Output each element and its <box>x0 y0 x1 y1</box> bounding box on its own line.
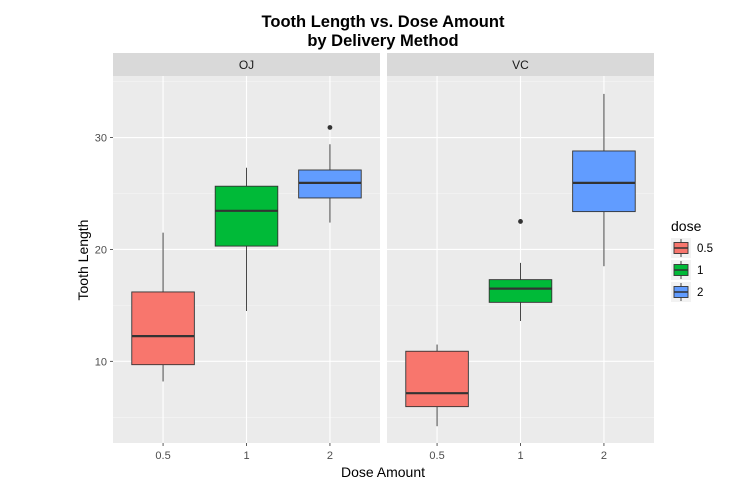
box <box>405 350 469 408</box>
facet-strip <box>113 53 380 76</box>
x-tick-label: 0.5 <box>155 450 170 462</box>
x-tick-label: 0.5 <box>429 450 444 462</box>
y-tick-label: 10 <box>95 356 107 368</box>
box <box>298 169 362 199</box>
legend-entry-label: 2 <box>697 287 703 299</box>
legend-key-2: 2 <box>671 282 703 302</box>
box <box>131 291 195 366</box>
y-tick-label: 20 <box>95 244 107 256</box>
boxplot-dose-0.5 <box>405 344 469 427</box>
legend-title: dose <box>671 218 702 234</box>
chart-title-line1: Tooth Length vs. Dose Amount <box>262 13 505 31</box>
x-axis-title: Dose Amount <box>341 464 425 480</box>
x-tick-label: 2 <box>327 450 333 462</box>
legend-entry-label: 1 <box>697 265 703 277</box>
box <box>214 185 279 247</box>
legend: dose 0.5 1 2 <box>671 218 713 302</box>
box <box>488 279 553 303</box>
facet-panels: OJ 0.5 1 2 10 20 30 VC 0.5 1 2 <box>95 53 654 462</box>
y-axis-title: Tooth Length <box>75 220 91 301</box>
boxplot-dose-0.5 <box>131 232 195 382</box>
facet-panel-vc: VC 0.5 1 2 <box>387 53 654 462</box>
boxplot-dose-1 <box>214 167 279 311</box>
legend-key-1: 1 <box>671 260 703 280</box>
facet-strip-label: VC <box>512 58 529 72</box>
boxplot-dose-1 <box>488 219 553 322</box>
x-tick-label: 2 <box>601 450 607 462</box>
facet-strip <box>387 53 654 76</box>
chart-title-line2: by Delivery Method <box>307 32 458 50</box>
box <box>572 150 636 213</box>
y-tick-label: 30 <box>95 133 107 145</box>
legend-entry-label: 0.5 <box>697 243 713 255</box>
outlier-point <box>327 125 333 130</box>
boxplot-dose-2 <box>572 93 636 267</box>
facet-panel-oj: OJ 0.5 1 2 10 20 30 <box>95 53 380 462</box>
boxplot-dose-2 <box>298 125 362 223</box>
legend-key-0.5: 0.5 <box>671 238 713 258</box>
x-tick-label: 1 <box>517 450 523 462</box>
x-tick-label: 1 <box>243 450 249 462</box>
outlier-point <box>518 219 523 224</box>
facet-strip-label: OJ <box>239 58 254 72</box>
